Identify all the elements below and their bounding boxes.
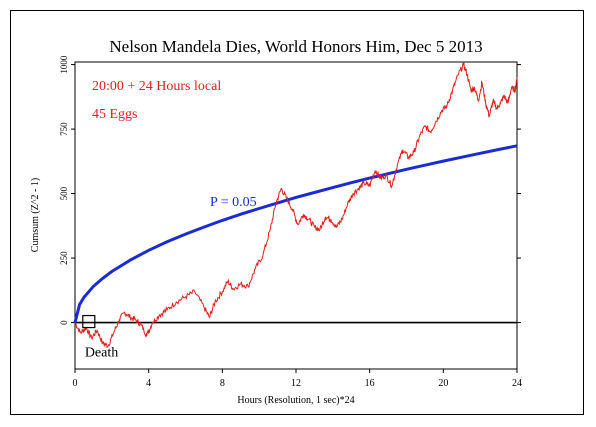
x-tick-label: 4: [146, 378, 151, 389]
egg-count-label: 45 Eggs: [92, 107, 138, 122]
chart-title: Nelson Mandela Dies, World Honors Him, D…: [109, 37, 482, 56]
x-axis-label: Hours (Resolution, 1 sec)*24: [237, 395, 354, 406]
x-tick-label: 16: [365, 378, 375, 389]
y-axis: 0 250 500 750 1000: [59, 55, 521, 325]
death-label: Death: [85, 346, 118, 361]
death-event-marker: [82, 314, 96, 329]
x-tick-label: 12: [291, 378, 301, 389]
y-tick-label: 500: [59, 186, 69, 200]
x-tick-label: 24: [512, 378, 522, 389]
x-tick-label: 8: [220, 378, 225, 389]
y-tick-label: 0: [59, 320, 69, 325]
y-tick-label: 1000: [59, 55, 69, 74]
y-tick-label: 250: [59, 251, 69, 265]
chart-frame: [10, 10, 584, 415]
x-tick-label: 0: [73, 378, 78, 389]
y-tick-label: 750: [59, 122, 69, 136]
y-axis-label: Cumsum (Z^2 - 1): [30, 178, 41, 252]
x-axis: 0 4 8 12 16 20 24: [73, 369, 522, 389]
time-window-label: 20:00 + 24 Hours local: [92, 79, 221, 94]
probability-label: P = 0.05: [210, 195, 257, 210]
cumsum-line: [74, 62, 518, 348]
x-tick-label: 20: [438, 378, 448, 389]
probability-curve: [73, 144, 518, 323]
